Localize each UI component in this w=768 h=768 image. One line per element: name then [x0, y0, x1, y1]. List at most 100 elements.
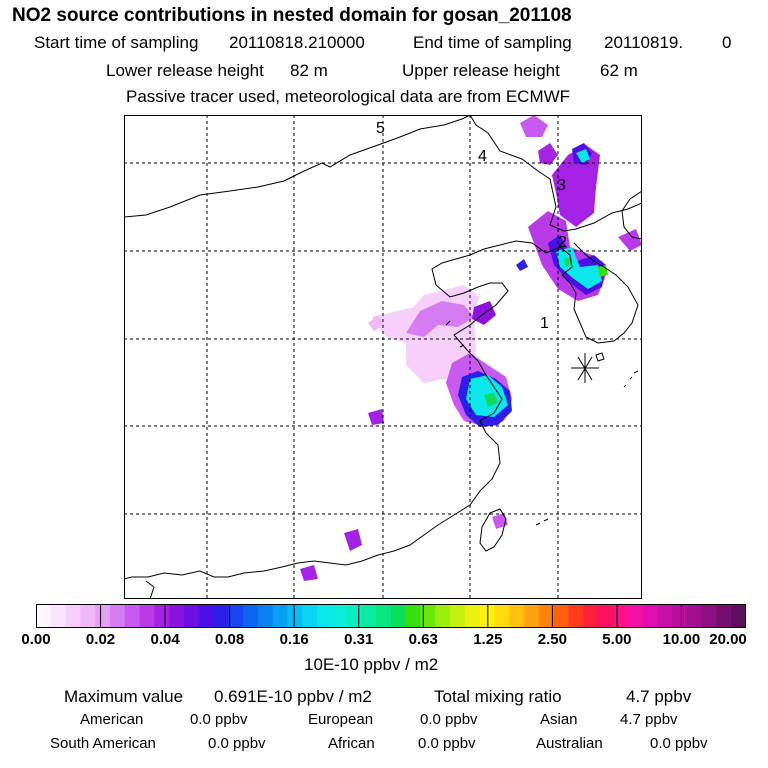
end-time-value: 20110819. — [604, 33, 684, 52]
upper-release-value: 62 m — [600, 61, 638, 80]
colorbar-cell — [154, 604, 170, 628]
colorbar-cell — [627, 604, 644, 628]
china-coast-north — [124, 240, 547, 580]
colorbar-tick-label: 0.08 — [215, 631, 245, 648]
colorbar-cell — [95, 604, 111, 628]
colorbar-cell — [287, 604, 303, 628]
colorbar-cell — [686, 604, 703, 628]
upper-release-label: Upper release height — [402, 61, 560, 80]
colorbar-cell — [243, 604, 259, 628]
colorbar-cell — [598, 604, 614, 628]
colorbar-cell — [109, 604, 126, 628]
plume-coast-purple — [300, 565, 318, 581]
colorbar-cell — [553, 604, 570, 628]
asian-label: Asian — [540, 711, 578, 728]
marker-2: 2 — [558, 234, 567, 251]
colorbar-cells — [36, 604, 746, 628]
colorbar-cell — [361, 604, 377, 628]
plume-top-cyan — [576, 149, 590, 163]
receptor-star-icon — [571, 353, 599, 383]
colorbar-cell — [198, 604, 215, 628]
plume-inland-purple — [368, 409, 384, 425]
plume-haze-small — [368, 315, 384, 331]
jeju-island — [595, 352, 605, 362]
plume-shandong-purple — [406, 301, 474, 337]
plume-topleft-purple — [538, 143, 558, 165]
colorbar-tick-label: 0.16 — [279, 631, 309, 648]
plume-east-purple — [618, 229, 642, 251]
plume-manchuria-purple — [552, 145, 600, 227]
colorbar-tick-label: 10.00 — [662, 631, 701, 648]
colorbar-cell — [657, 604, 673, 628]
colorbar-cell — [65, 604, 81, 628]
japan-coast — [621, 190, 642, 240]
colorbar-cell — [701, 604, 718, 628]
colorbar-cell — [568, 604, 584, 628]
hainan-island — [145, 580, 155, 599]
colorbar-cell — [642, 604, 658, 628]
colorbar-cell — [391, 604, 407, 628]
south-american-value: 0.0 ppbv — [208, 735, 266, 752]
colorbar-tick-label: 0.63 — [408, 631, 438, 648]
colorbar-cell — [346, 604, 363, 628]
australian-value: 0.0 ppbv — [650, 735, 708, 752]
max-value: 0.691E-10 ppbv / m2 — [214, 687, 372, 706]
american-value: 0.0 ppbv — [190, 711, 248, 728]
colorbar-cell — [450, 604, 466, 628]
total-mixing-label: Total mixing ratio — [434, 687, 562, 706]
plume-korea-cyan — [556, 247, 602, 289]
plume-top-purple — [520, 115, 548, 137]
african-value: 0.0 ppbv — [418, 735, 476, 752]
colorbar-unit: 10E-10 ppbv / m2 — [304, 655, 439, 674]
end-time-label: End time of sampling — [413, 33, 572, 52]
colorbar-tick-label: 0.00 — [21, 631, 51, 648]
plume-jiangsu-green — [484, 393, 498, 407]
colorbar-tick-label: 1.25 — [473, 631, 503, 648]
colorbar-cell — [213, 604, 229, 628]
marker-5: 5 — [376, 120, 385, 137]
colorbar-cell — [524, 604, 540, 628]
map-frame — [124, 115, 642, 599]
colorbar-cell — [420, 604, 436, 628]
colorbar-cell — [50, 604, 67, 628]
colorbar-cell — [405, 604, 422, 628]
marker-layer: 1 2 3 4 5 — [376, 120, 567, 332]
chart-title: NO2 source contributions in nested domai… — [12, 5, 572, 26]
colorbar-cell — [302, 604, 318, 628]
taiwan-island — [479, 508, 507, 552]
colorbar-cell — [317, 604, 333, 628]
colorbar-cell — [124, 604, 141, 628]
colorbar-cell — [494, 604, 510, 628]
colorbar-cell — [435, 604, 451, 628]
colorbar-cell — [376, 604, 392, 628]
border-northeast — [469, 115, 642, 232]
south-american-label: South American — [50, 735, 156, 752]
american-label: American — [80, 711, 144, 728]
asian-value: 4.7 ppbv — [620, 711, 678, 728]
australian-label: Australian — [536, 735, 603, 752]
colorbar-cell — [183, 604, 200, 628]
source-contribution-map: 1 2 3 4 5 — [124, 115, 642, 599]
ryukyu-islands — [535, 370, 639, 526]
colorbar-cell — [169, 604, 185, 628]
colorbar-cell — [272, 604, 289, 628]
plume-south-purple — [344, 529, 362, 551]
lower-release-label: Lower release height — [106, 61, 264, 80]
colorbar-cell — [612, 604, 629, 628]
colorbar-cell — [509, 604, 525, 628]
plume-layer — [300, 115, 642, 581]
colorbar-cell — [139, 604, 155, 628]
colorbar-tick-label: 0.04 — [150, 631, 180, 648]
plume-korea-green2 — [564, 257, 572, 267]
colorbar-cell — [716, 604, 732, 628]
colorbar-tick-label: 0.02 — [85, 631, 116, 648]
colorbar-cell — [257, 604, 274, 628]
colorbar-tick-label: 0.31 — [344, 631, 374, 648]
grid-layer — [124, 115, 642, 599]
colorbar-tick-label: 2.50 — [537, 631, 567, 648]
colorbar-cell — [583, 604, 599, 628]
marker-3: 3 — [557, 177, 566, 194]
african-label: African — [328, 735, 375, 752]
european-value: 0.0 ppbv — [420, 711, 478, 728]
total-mixing-value: 4.7 ppbv — [626, 687, 692, 706]
